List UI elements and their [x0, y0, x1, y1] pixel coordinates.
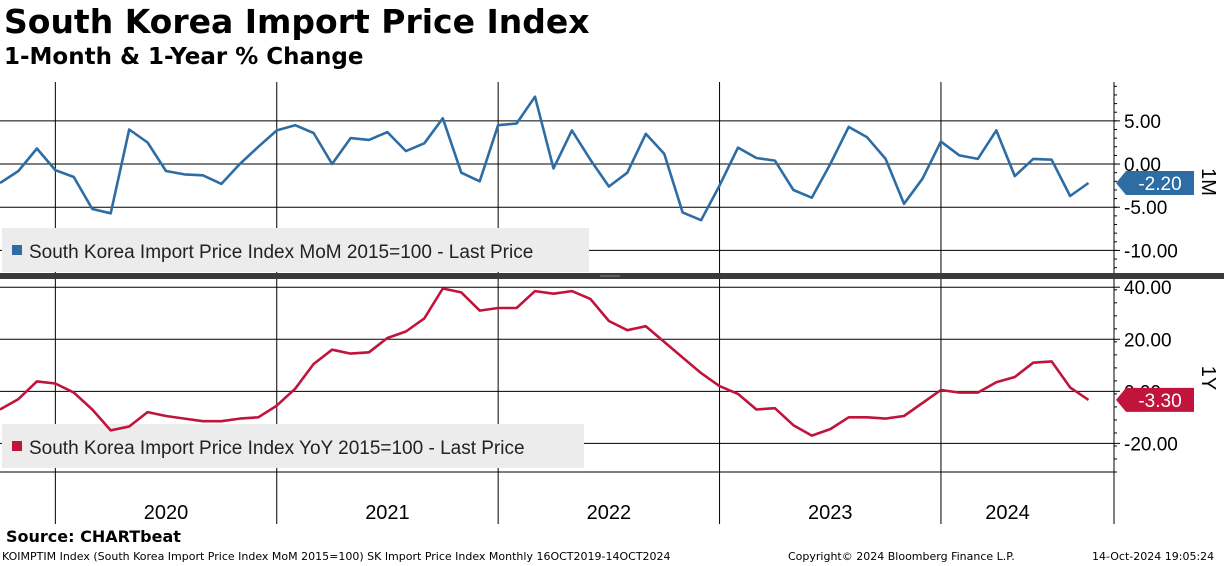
x-tick-label: 2023 — [808, 502, 853, 524]
x-tick-label: 2022 — [587, 502, 632, 524]
y-tick-label: -20.00 — [1124, 434, 1178, 455]
yoy-series-line — [0, 287, 1090, 437]
y-tick-label: -5.00 — [1124, 198, 1167, 219]
x-tick-label: 2021 — [365, 502, 410, 524]
last-value-label: -3.30 — [1138, 391, 1181, 412]
chart-title: South Korea Import Price Index — [4, 2, 590, 41]
last-value-tag — [1116, 171, 1194, 196]
panel-axis-label: 1M — [1197, 168, 1219, 196]
y-tick-label: 40.00 — [1124, 278, 1172, 299]
legend-box — [2, 424, 584, 468]
legend-label: South Korea Import Price Index MoM 2015=… — [29, 242, 533, 263]
chart-subtitle: 1-Month & 1-Year % Change — [4, 44, 364, 70]
footer-ticker: KOIMPTIM Index (South Korea Import Price… — [2, 550, 671, 563]
footer-copyright: Copyright© 2024 Bloomberg Finance L.P. — [788, 550, 1015, 563]
legend-swatch — [12, 441, 22, 451]
y-tick-label: -10.00 — [1124, 241, 1178, 262]
last-value-label: -2.20 — [1138, 174, 1181, 195]
x-tick-label: 2024 — [985, 502, 1030, 524]
legend-label: South Korea Import Price Index YoY 2015=… — [29, 438, 525, 459]
legend-swatch — [12, 245, 22, 255]
x-tick-label: 2020 — [144, 502, 189, 524]
y-tick-label: 0.00 — [1124, 155, 1161, 176]
source-label: Source: CHARTbeat — [6, 527, 181, 546]
legend-box — [2, 228, 589, 272]
mom-series-line — [0, 95, 1090, 222]
last-value-tag — [1116, 387, 1194, 412]
panel-axis-label: 1Y — [1197, 366, 1219, 390]
footer-timestamp: 14-Oct-2024 19:05:24 — [1092, 550, 1215, 563]
y-tick-label: 20.00 — [1124, 330, 1172, 351]
y-tick-label: 5.00 — [1124, 112, 1161, 133]
